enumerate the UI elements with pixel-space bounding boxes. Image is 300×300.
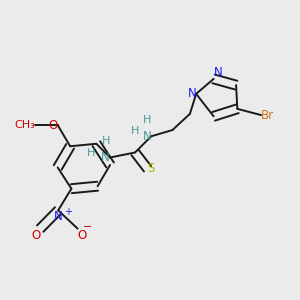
Text: N: N — [101, 151, 110, 164]
Text: +: + — [64, 207, 72, 217]
Text: CH₃: CH₃ — [14, 120, 35, 130]
Text: N: N — [54, 210, 62, 224]
Text: H: H — [102, 136, 110, 146]
Text: N: N — [142, 130, 151, 143]
Text: N: N — [188, 87, 196, 101]
Text: −: − — [83, 222, 92, 233]
Text: O: O — [31, 229, 40, 242]
Text: S: S — [148, 162, 155, 175]
Text: Br: Br — [261, 109, 274, 122]
Text: O: O — [78, 229, 87, 242]
Text: N: N — [214, 66, 222, 79]
Text: H: H — [143, 115, 151, 125]
Text: O: O — [48, 118, 58, 131]
Text: H: H — [87, 148, 95, 158]
Text: H: H — [130, 125, 139, 136]
